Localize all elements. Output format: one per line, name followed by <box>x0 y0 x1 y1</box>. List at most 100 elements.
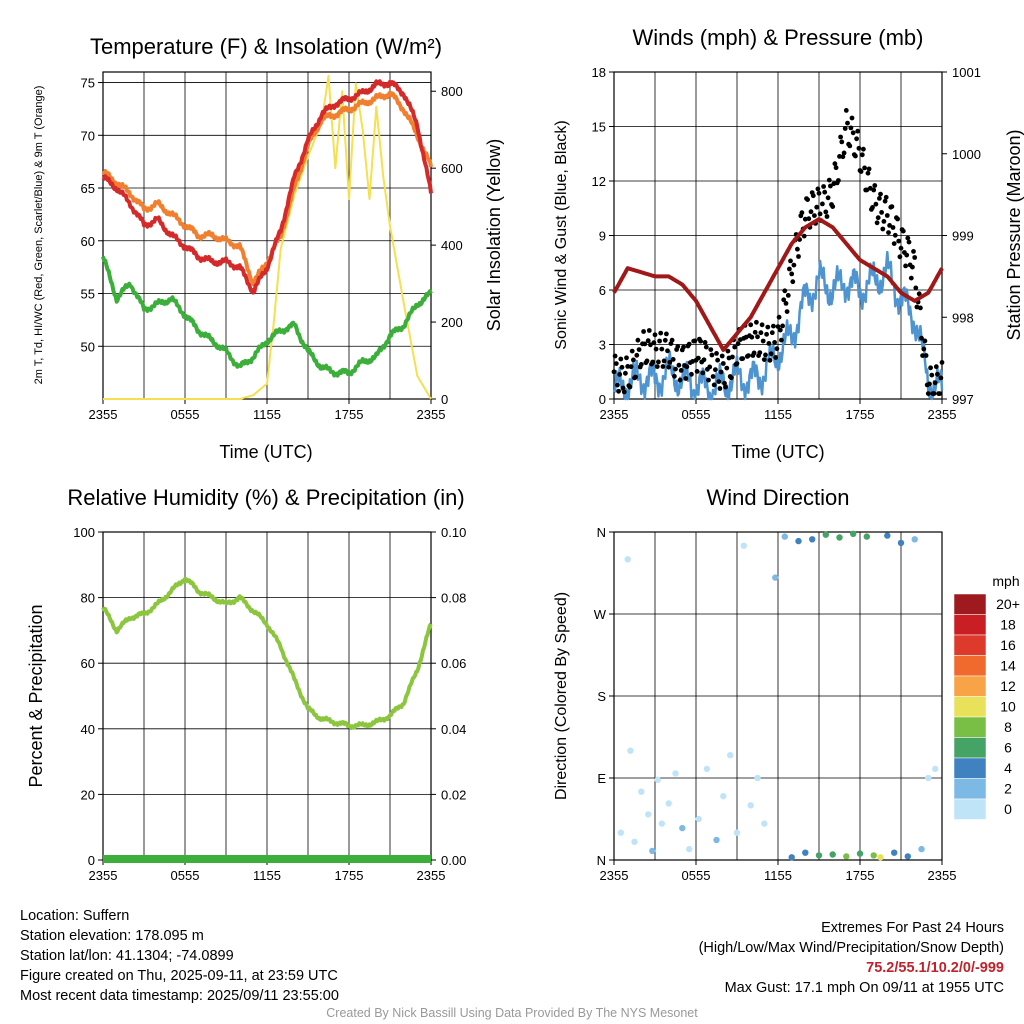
gust-point <box>843 108 849 113</box>
max-gust-text: Max Gust: 17.1 mph On 09/11 at 1955 UTC <box>724 980 1004 996</box>
gust-point <box>870 205 875 210</box>
gust-point <box>734 361 740 366</box>
legend-label: 6 <box>1004 740 1012 756</box>
gust-point <box>883 194 889 200</box>
created-text: Figure created on Thu, 2025-09-11, at 23… <box>20 968 338 984</box>
gust-point <box>884 213 890 218</box>
gust-point <box>849 115 855 121</box>
gust-point <box>878 191 883 197</box>
credit-text: Created By Nick Bassill Using Data Provi… <box>326 1006 698 1020</box>
gust-point <box>847 143 853 149</box>
legend-label: 0 <box>1004 801 1012 817</box>
gust-point <box>657 338 662 344</box>
gust-point <box>791 262 797 268</box>
direction-point <box>631 838 638 845</box>
gust-point <box>911 249 916 254</box>
gust-point <box>877 196 882 201</box>
y-right-tick-label: 800 <box>441 84 463 99</box>
gust-point <box>703 344 709 350</box>
gust-point <box>664 331 669 337</box>
gust-point <box>716 379 722 384</box>
gust-point <box>719 353 725 359</box>
station-info: Location: Suffern Station elevation: 178… <box>20 906 339 1006</box>
direction-point <box>761 820 768 827</box>
y-tick-label: 80 <box>81 591 95 606</box>
direction-point <box>654 776 661 783</box>
gust-point <box>672 373 677 379</box>
direction-point <box>932 765 939 773</box>
gust-point <box>918 305 923 311</box>
gust-point <box>824 214 830 219</box>
legend-label: 18 <box>1000 617 1016 633</box>
y-right-tick-label: 1000 <box>952 147 981 162</box>
gust-point <box>784 309 790 314</box>
winds-title: Winds (mph) & Pressure (mb) <box>633 25 924 50</box>
gust-point <box>922 338 928 344</box>
gust-point <box>683 376 689 381</box>
direction-point <box>695 815 702 823</box>
gust-point <box>648 342 653 348</box>
direction-point <box>638 788 645 795</box>
gust-point <box>903 263 908 269</box>
extremes-subtitle: (High/Low/Max Wind/Precipitation/Snow De… <box>698 940 1004 956</box>
gust-point <box>701 357 707 363</box>
gust-point <box>658 330 664 336</box>
gust-point <box>776 314 782 320</box>
gust-point <box>927 381 932 387</box>
legend-label: 12 <box>1000 678 1016 694</box>
humidity-title: Relative Humidity (%) & Precipitation (i… <box>67 485 464 510</box>
gust-point <box>707 364 713 370</box>
gust-point <box>842 126 848 131</box>
gust-point <box>821 184 826 189</box>
gust-point <box>676 362 682 368</box>
gust-point <box>667 359 673 365</box>
extremes-title: Extremes For Past 24 Hours <box>821 920 1004 936</box>
speed-legend: mph 20+ 18 16 14 12 10 8 6 4 2 0 <box>953 573 1020 820</box>
legend-swatch <box>953 737 987 759</box>
y-tick-label: 60 <box>81 234 95 249</box>
gust-point <box>612 353 618 359</box>
y-tick-label: 6 <box>599 283 606 298</box>
legend-swatch <box>953 593 987 615</box>
gust-point <box>897 254 903 260</box>
winds-ylabel: Sonic Wind & Gust (Blue, Black) <box>553 120 570 349</box>
gust-point <box>709 352 715 358</box>
gust-point <box>675 344 681 349</box>
gust-point <box>638 362 644 367</box>
legend-label: 4 <box>1004 760 1012 776</box>
gust-point <box>717 386 723 391</box>
gust-point <box>848 125 854 131</box>
legend-swatch <box>953 757 987 779</box>
direction-point <box>843 853 850 860</box>
gust-point <box>873 201 879 207</box>
gust-point <box>920 353 925 358</box>
gust-point <box>856 145 862 151</box>
gust-point <box>854 136 859 142</box>
y-tick-label: 0 <box>599 392 606 407</box>
extremes-values: 75.2/55.1/10.2/0/-999 <box>866 960 1004 976</box>
x-tick-label: 1755 <box>846 868 875 883</box>
direction-point <box>856 850 864 857</box>
gust-point <box>875 215 881 221</box>
gust-point <box>758 330 764 336</box>
direction-point <box>686 845 693 853</box>
y-tick-label: 70 <box>81 128 95 143</box>
gust-point <box>631 357 636 363</box>
y-right-tick-label: 0.02 <box>441 787 466 802</box>
gust-point <box>823 209 829 215</box>
direction-point <box>703 765 711 773</box>
gust-point <box>633 374 638 380</box>
gust-point <box>839 139 845 145</box>
gust-point <box>840 154 846 160</box>
y-right-tick-label: 600 <box>441 161 463 176</box>
direction-point <box>904 853 911 860</box>
gust-point <box>706 377 711 383</box>
legend-label: 20+ <box>996 596 1020 612</box>
gust-point <box>830 204 836 210</box>
gust-point <box>895 216 900 222</box>
gust-point <box>730 354 735 360</box>
direction-point <box>836 534 843 541</box>
y-tick-label: 65 <box>81 181 95 196</box>
gust-point <box>828 183 833 189</box>
gust-point <box>645 338 651 344</box>
